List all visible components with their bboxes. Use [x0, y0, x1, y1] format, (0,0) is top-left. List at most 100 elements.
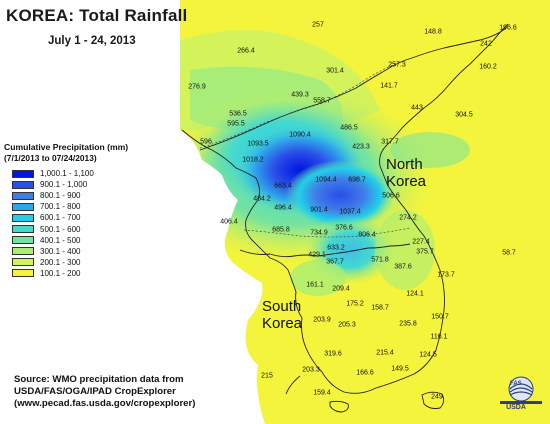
station-value: 124.5 — [419, 351, 437, 359]
station-value: 203.9 — [313, 316, 331, 324]
fas-logo-text: FAS — [510, 381, 522, 387]
station-value: 367.7 — [326, 258, 344, 266]
station-value: 317.7 — [381, 138, 399, 146]
station-value: 205.3 — [338, 321, 356, 329]
legend-item: 1,000.1 - 1,100 — [4, 168, 154, 179]
legend-swatch — [12, 169, 34, 178]
heavy-rain-core-central — [285, 160, 395, 230]
legend-subtitle: (7/1/2013 to 07/24/2013) — [4, 153, 97, 163]
station-value: 215 — [261, 372, 273, 380]
legend-swatch — [12, 236, 34, 245]
legend-label: 1,000.1 - 1,100 — [40, 169, 94, 179]
station-value: 173.7 — [437, 271, 455, 279]
station-value: 663.4 — [274, 182, 292, 190]
region-north-line-1: North — [386, 156, 423, 173]
station-value: 387.6 — [394, 263, 412, 271]
station-value: 375.7 — [416, 248, 434, 256]
legend-label: 100.1 - 200 — [40, 268, 81, 278]
station-value: 274.2 — [399, 214, 417, 222]
station-value: 149.5 — [391, 365, 409, 373]
station-value: 901.4 — [310, 206, 328, 214]
station-value: 439.3 — [291, 91, 309, 99]
station-value: 58.7 — [502, 249, 516, 257]
legend: Cumulative Precipitation (mm) (7/1/2013 … — [4, 142, 154, 279]
station-value: 175.2 — [346, 300, 364, 308]
station-value: 276.9 — [188, 83, 206, 91]
borders — [199, 61, 411, 238]
station-value: 406.4 — [220, 218, 238, 226]
station-value: 536.5 — [229, 110, 247, 118]
legend-item: 200.1 - 300 — [4, 257, 154, 268]
green-zone-southwest — [290, 260, 346, 296]
station-value: 249 — [431, 393, 443, 401]
map-title: KOREA: Total Rainfall — [6, 6, 188, 25]
station-value: 484.2 — [253, 195, 271, 203]
station-value: 304.5 — [455, 111, 473, 119]
legend-swatch — [12, 247, 34, 256]
station-value: 301.4 — [326, 67, 344, 75]
region-label-south-korea: South Korea — [262, 298, 302, 332]
station-value: 161.1 — [306, 281, 324, 289]
station-value: 595.5 — [227, 120, 245, 128]
usda-logo-text: USDA — [506, 404, 526, 411]
legend-label: 900.1 - 1,000 — [40, 180, 88, 190]
legend-label: 600.1 - 700 — [40, 213, 81, 223]
legend-label: 800.1 - 900 — [40, 191, 81, 201]
station-value: 203.3 — [302, 366, 320, 374]
station-value: 1090.4 — [289, 131, 311, 139]
legend-item: 500.1 - 600 — [4, 223, 154, 234]
station-value: 150.7 — [431, 313, 449, 321]
legend-item: 300.1 - 400 — [4, 246, 154, 257]
station-value: 429.1 — [308, 251, 326, 259]
source-note: Source: WMO precipitation data from USDA… — [14, 374, 195, 410]
station-value: 571.8 — [371, 256, 389, 264]
legend-label: 500.1 - 600 — [40, 224, 81, 234]
region-south-line-2: Korea — [262, 315, 303, 332]
station-value: 227.4 — [412, 238, 430, 246]
legend-item: 100.1 - 200 — [4, 268, 154, 279]
legend-swatch — [12, 202, 34, 211]
station-value: 257 — [312, 21, 324, 29]
east-sea-green — [390, 132, 470, 168]
station-value: 124.1 — [406, 290, 424, 298]
source-line-3: (www.pecad.fas.usda.gov/cropexplorer) — [14, 398, 196, 409]
legend-item: 700.1 - 800 — [4, 201, 154, 212]
legend-item: 800.1 - 900 — [4, 190, 154, 201]
coastlines — [181, 23, 509, 413]
station-value: 266.4 — [237, 47, 255, 55]
region-south-line-1: South — [262, 298, 302, 315]
legend-item: 600.1 - 700 — [4, 212, 154, 223]
legend-swatch — [12, 180, 34, 189]
station-value: 196.6 — [499, 24, 517, 32]
legend-item: 900.1 - 1,000 — [4, 179, 154, 190]
region-north-line-2: Korea — [386, 173, 427, 190]
legend-swatch — [12, 191, 34, 200]
usda-logo-icon — [500, 376, 542, 404]
station-value: 558.7 — [313, 97, 331, 105]
legend-label: 200.1 - 300 — [40, 257, 81, 267]
station-value: 633.2 — [327, 244, 345, 252]
station-value: 116.1 — [430, 333, 448, 341]
region-label-north-korea: North Korea — [386, 156, 426, 190]
station-value: 257.3 — [388, 61, 406, 69]
station-value: 1093.5 — [247, 140, 269, 148]
green-zone-east — [375, 210, 435, 290]
station-value: 596 — [200, 138, 212, 146]
station-value: 1018.2 — [242, 156, 264, 164]
station-value: 160.2 — [479, 63, 497, 71]
legend-swatch — [12, 269, 34, 278]
map-subtitle: July 1 - 24, 2013 — [48, 35, 136, 47]
source-line-2: USDA/FAS/OGA/IPAD CropExplorer — [14, 386, 176, 397]
legend-item: 400.1 - 500 — [4, 235, 154, 246]
station-value: 423.3 — [352, 143, 370, 151]
legend-swatch — [12, 225, 34, 234]
station-value: 376.6 — [335, 224, 353, 232]
station-value: 141.7 — [380, 82, 398, 90]
station-value: 1037.4 — [339, 208, 361, 216]
station-value: 158.7 — [371, 304, 389, 312]
legend-label: 400.1 - 500 — [40, 235, 81, 245]
station-value: 443 — [411, 104, 423, 112]
station-value: 734.9 — [310, 229, 328, 237]
